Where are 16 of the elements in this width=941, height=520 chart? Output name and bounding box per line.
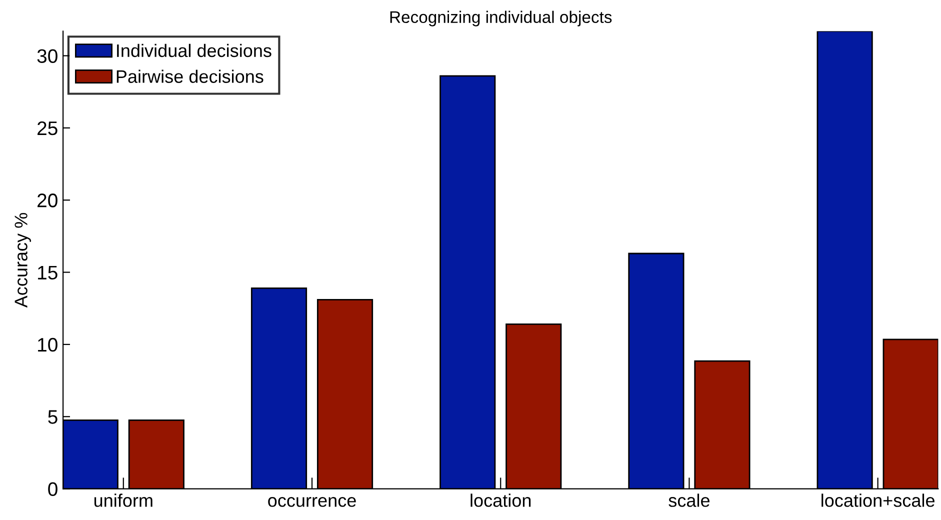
y-tick-label: 10 (38, 338, 58, 352)
y-axis-title: Accuracy % (14, 212, 32, 308)
legend-label: Individual decisions (117, 44, 272, 58)
y-tick-label: 30 (37, 49, 58, 63)
x-tick-label: location+scale (822, 494, 934, 507)
y-tick-label: 20 (38, 194, 58, 208)
chart-title: Recognizing individual objects (390, 10, 612, 26)
y-tick-label: 15 (38, 266, 58, 280)
y-tick-label: 25 (38, 121, 58, 136)
x-tick-label: uniform (94, 494, 152, 507)
y-tick-label: 5 (48, 410, 58, 424)
x-tick-label: scale (668, 494, 710, 507)
y-tick-label: 0 (48, 482, 58, 496)
legend-label: Pairwise decisions (116, 70, 264, 83)
x-tick-label: location (470, 494, 531, 507)
x-tick-label: occurrence (268, 497, 356, 507)
